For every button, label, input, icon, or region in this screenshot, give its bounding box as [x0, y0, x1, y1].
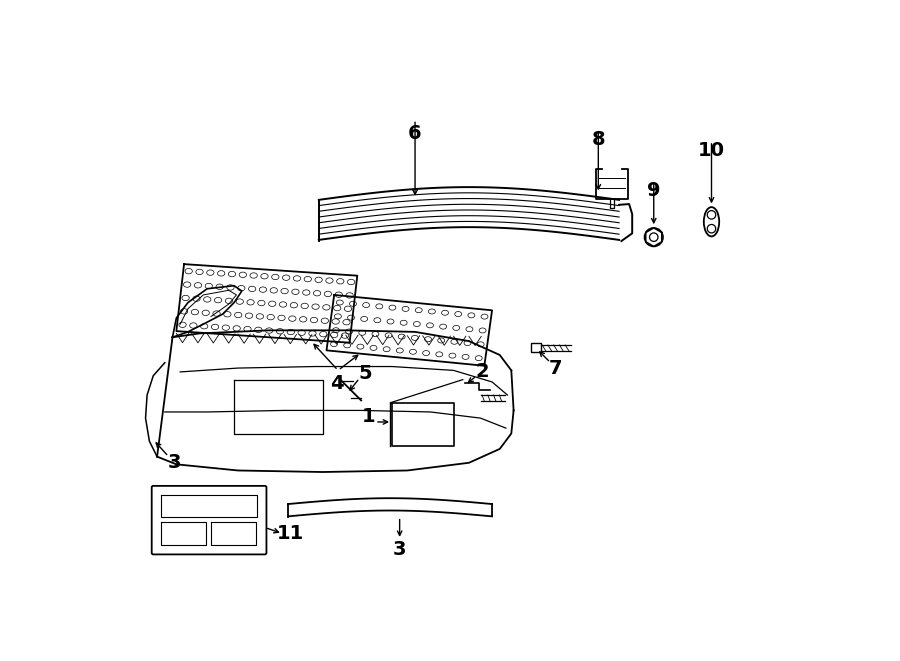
- Text: 6: 6: [409, 124, 422, 143]
- Text: 4: 4: [329, 374, 343, 393]
- Text: 11: 11: [276, 524, 304, 543]
- Text: 10: 10: [698, 141, 725, 160]
- Text: 5: 5: [358, 364, 372, 383]
- Text: 2: 2: [476, 362, 490, 381]
- Text: 3: 3: [393, 539, 407, 559]
- Text: 9: 9: [647, 182, 661, 200]
- Bar: [530, 342, 541, 352]
- Text: 7: 7: [548, 358, 562, 377]
- Text: 8: 8: [591, 130, 605, 149]
- Text: 1: 1: [362, 407, 375, 426]
- Text: 3: 3: [168, 453, 182, 472]
